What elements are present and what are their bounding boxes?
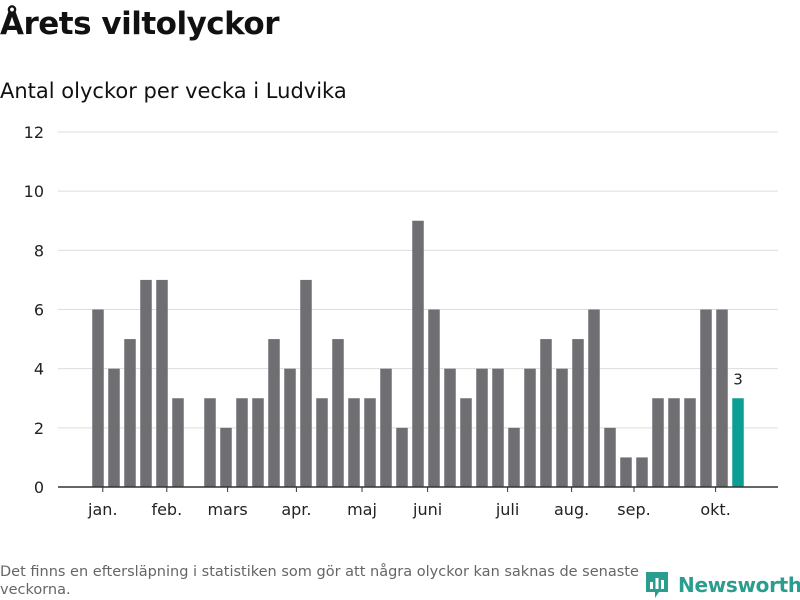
bar bbox=[316, 398, 328, 487]
x-tick-label: juli bbox=[495, 500, 519, 519]
x-tick-label: jan. bbox=[87, 500, 117, 519]
brand-name: Newsworthy bbox=[678, 573, 800, 597]
bar bbox=[268, 339, 280, 487]
bar bbox=[540, 339, 552, 487]
bar bbox=[636, 457, 648, 487]
y-tick-label: 8 bbox=[34, 241, 44, 260]
bar bbox=[588, 309, 600, 487]
x-tick-label: okt. bbox=[700, 500, 730, 519]
x-tick-label: apr. bbox=[281, 500, 311, 519]
bar bbox=[668, 398, 680, 487]
chart-subtitle: Antal olyckor per vecka i Ludvika bbox=[0, 79, 347, 103]
bar bbox=[428, 309, 440, 487]
bar bbox=[412, 220, 424, 487]
y-tick-label: 6 bbox=[34, 301, 44, 320]
bar bbox=[300, 279, 312, 487]
bar bbox=[348, 398, 360, 487]
bar bbox=[604, 427, 616, 487]
bar bbox=[508, 427, 520, 487]
bar-highlight bbox=[732, 398, 744, 487]
bar bbox=[108, 368, 120, 487]
bar bbox=[236, 398, 248, 487]
bar-chart: 0 2 4 6 8 10 12 3 jan. feb. mars apr. maj juni juli aug… bbox=[24, 123, 778, 519]
bar bbox=[220, 427, 232, 487]
bar bbox=[556, 368, 568, 487]
bar bbox=[92, 309, 104, 487]
bar bbox=[140, 279, 152, 487]
bar bbox=[172, 398, 184, 487]
bar bbox=[684, 398, 696, 487]
bar bbox=[460, 398, 472, 487]
bar bbox=[444, 368, 456, 487]
y-tick-label: 0 bbox=[34, 478, 44, 497]
y-tick-label: 4 bbox=[34, 360, 44, 379]
bar bbox=[716, 309, 728, 487]
x-tick-label: sep. bbox=[617, 500, 650, 519]
bar bbox=[124, 339, 136, 487]
bar bbox=[620, 457, 632, 487]
bar bbox=[700, 309, 712, 487]
bar bbox=[252, 398, 264, 487]
bar bbox=[364, 398, 376, 487]
bar bbox=[572, 339, 584, 487]
footnote: Det finns en eftersläpning i statistiken… bbox=[0, 564, 639, 598]
data-label: 3 bbox=[733, 370, 743, 388]
brand[interactable]: Newsworthy bbox=[644, 570, 800, 600]
bar bbox=[284, 368, 296, 487]
bar bbox=[492, 368, 504, 487]
x-tick-label: feb. bbox=[151, 500, 182, 519]
chart-title: Årets viltolyckor bbox=[0, 6, 280, 42]
bar bbox=[476, 368, 488, 487]
bar bbox=[652, 398, 664, 487]
bar bbox=[380, 368, 392, 487]
newsworthy-logo-icon bbox=[646, 572, 668, 598]
x-tick-label: maj bbox=[347, 500, 377, 519]
bar bbox=[204, 398, 216, 487]
bar bbox=[524, 368, 536, 487]
y-tick-label: 2 bbox=[34, 419, 44, 438]
x-tick-label: aug. bbox=[554, 500, 589, 519]
bar bbox=[396, 427, 408, 487]
y-tick-label: 12 bbox=[24, 123, 44, 142]
x-tick-label: juni bbox=[412, 500, 442, 519]
bar bbox=[156, 279, 168, 487]
bar bbox=[332, 339, 344, 487]
x-tick-label: mars bbox=[207, 500, 247, 519]
y-tick-label: 10 bbox=[24, 182, 44, 201]
